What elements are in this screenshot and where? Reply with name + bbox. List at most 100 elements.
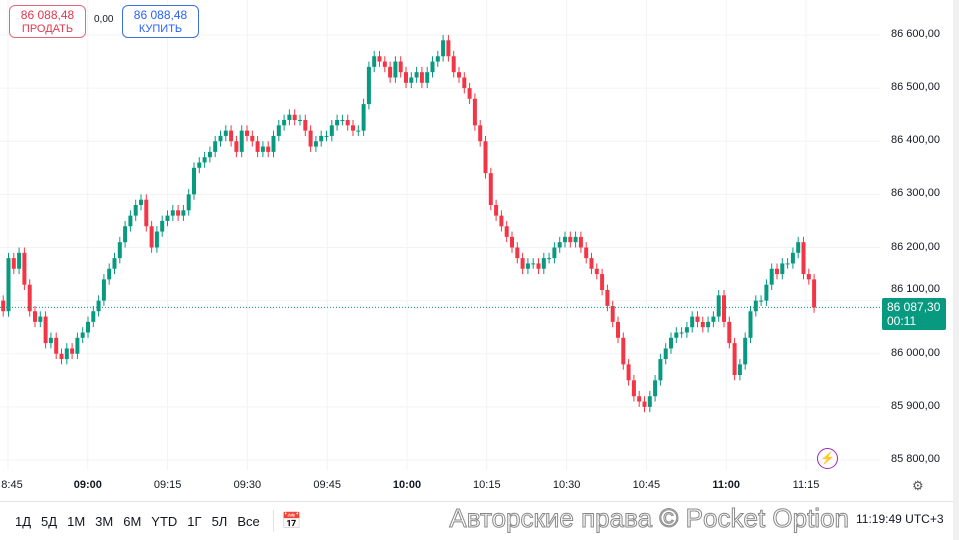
price-tick: 86 400,00 [891, 134, 940, 147]
candle-body [419, 72, 424, 83]
candle-body [515, 247, 520, 259]
scrollbar[interactable] [953, 0, 959, 540]
candle-body [520, 258, 525, 269]
candle-body [80, 332, 85, 338]
time-tick: 10:00 [392, 479, 422, 491]
range-button[interactable]: 1Г [187, 513, 202, 529]
range-button[interactable]: YTD [151, 513, 178, 529]
candle-body [101, 279, 106, 301]
candle-body [483, 141, 488, 174]
candle-body [414, 72, 419, 78]
candlestick-chart[interactable] [0, 0, 880, 470]
candle-body [223, 130, 228, 136]
candle-body [806, 274, 811, 280]
candle-body [547, 258, 552, 260]
time-tick: 10:15 [473, 479, 501, 491]
candle-body [345, 120, 350, 126]
sell-button[interactable]: 86 088,48 ПРОДАТЬ [9, 5, 86, 38]
price-tick: 86 500,00 [891, 81, 940, 94]
price-tick: 86 600,00 [891, 28, 940, 40]
time-tick: 09:45 [313, 479, 341, 491]
candle-body [764, 284, 769, 301]
candle-body [790, 252, 795, 264]
candle-body [669, 337, 673, 349]
lightning-icon[interactable]: ⚡ [817, 448, 838, 469]
candle-body [589, 258, 594, 269]
candle-body [234, 141, 239, 152]
candle-body [594, 268, 599, 275]
price-tick: 86 100,00 [891, 283, 940, 295]
candle-body [425, 72, 430, 83]
candle-body [457, 72, 461, 78]
range-button[interactable]: 5Л [211, 513, 228, 529]
candle-body [743, 337, 748, 365]
candle-body [70, 348, 75, 354]
candle-body [271, 135, 276, 152]
candle-body [351, 125, 355, 131]
range-button[interactable]: 5Д [41, 513, 58, 529]
candle-body [759, 300, 764, 302]
candle-body [584, 247, 589, 259]
candle-body [404, 72, 408, 83]
candle-body [605, 290, 610, 306]
goto-date-icon[interactable]: 📅 [281, 513, 302, 530]
candle-body [631, 380, 636, 397]
candle-body [393, 61, 398, 78]
sell-label: ПРОДАТЬ [21, 23, 74, 35]
candle-body [64, 348, 69, 360]
candle-body [525, 263, 530, 269]
candle-body [541, 258, 546, 269]
price-tick: 86 000,00 [891, 346, 940, 359]
range-button[interactable]: 6М [123, 513, 142, 529]
candle-body [552, 247, 557, 259]
candle-body [435, 56, 440, 62]
candle-body [398, 61, 403, 73]
candle-body [144, 199, 149, 227]
candle-body [653, 380, 658, 397]
time-tick: 09:15 [153, 479, 182, 491]
candle-body [769, 268, 774, 285]
range-button[interactable]: 1М [67, 513, 86, 529]
candle-body [727, 321, 732, 344]
buy-button[interactable]: 86 088,48 КУПИТЬ [122, 5, 199, 38]
candle-body [292, 114, 297, 120]
candle-body [637, 396, 642, 402]
candle-body [801, 242, 806, 275]
candle-body [499, 215, 504, 227]
candle-body [737, 364, 742, 375]
candle-body [488, 173, 493, 205]
candle-body [123, 226, 128, 243]
candle-body [462, 77, 467, 89]
candle-body [27, 284, 32, 312]
settings-icon[interactable]: ⚙ [912, 478, 924, 493]
candle-body [361, 104, 366, 131]
candle-body [377, 56, 382, 62]
candle-body [22, 252, 27, 285]
candle-body [446, 40, 451, 57]
range-button[interactable]: 1Д [15, 513, 32, 529]
range-button[interactable]: Все [237, 513, 260, 529]
candle-body [298, 120, 302, 121]
candle-body [287, 114, 292, 120]
clock: 11:19:49 UTC+3 [856, 512, 944, 526]
candle-body [578, 236, 583, 248]
candle-body [11, 258, 16, 269]
sell-price: 86 088,48 [20, 8, 75, 22]
candle-body [716, 295, 721, 317]
candle-body [213, 141, 218, 152]
candle-body [266, 146, 271, 152]
candle-body [335, 120, 340, 126]
candle-body [621, 337, 626, 365]
candle-body [6, 258, 11, 312]
candle-body [48, 337, 53, 344]
candle-body [494, 205, 499, 216]
candle-body [775, 268, 779, 275]
candle-body [388, 66, 393, 78]
candle-body [245, 130, 249, 136]
watermark: Авторские права © Pocket Option [449, 503, 850, 534]
bottom-toolbar: 1Д 5Д 1М 3М 6М YTD 1Г 5Л Все 📅 [0, 501, 959, 540]
spread-value: 0,00 [94, 14, 114, 25]
price-tick: 86 300,00 [891, 187, 940, 200]
candle-body [197, 162, 202, 168]
range-button[interactable]: 3М [95, 513, 114, 529]
